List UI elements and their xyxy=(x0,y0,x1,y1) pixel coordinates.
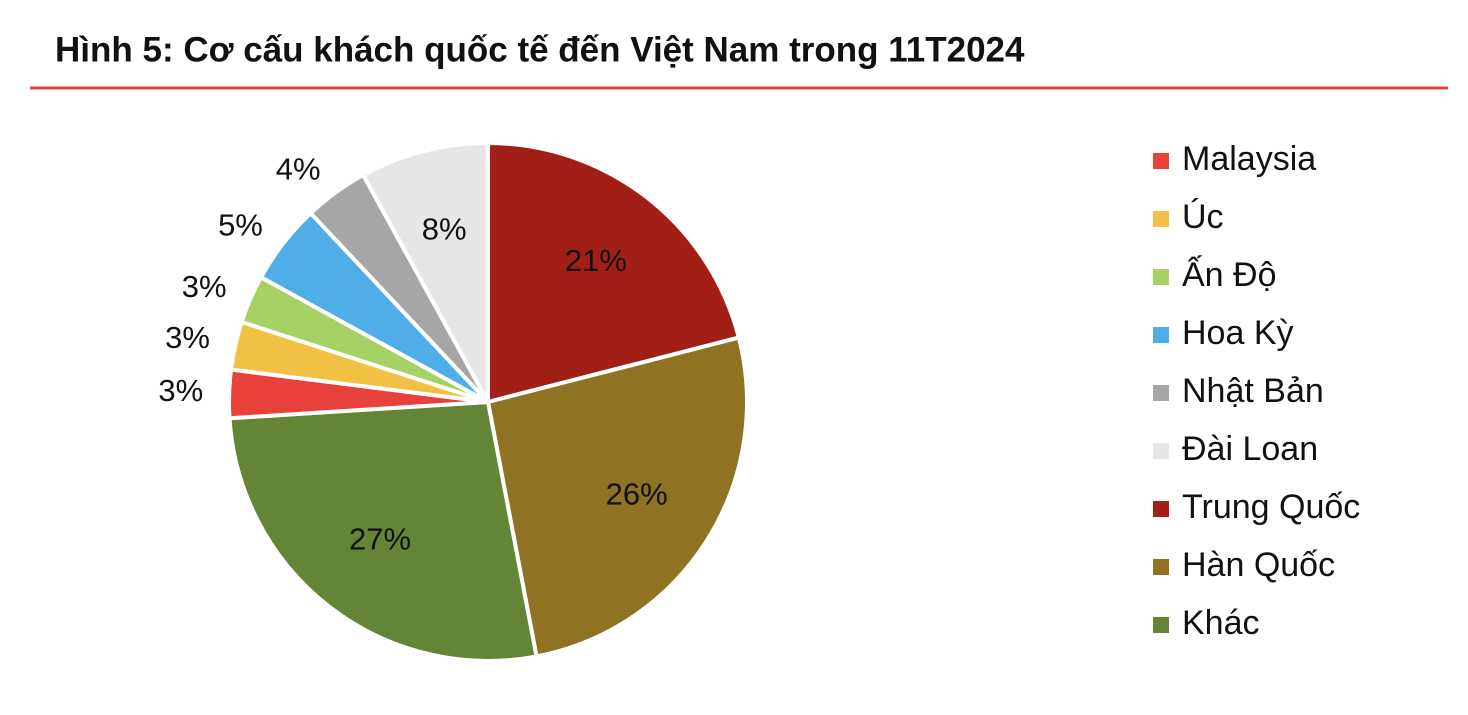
legend-label: Hoa Kỳ xyxy=(1182,314,1294,352)
data-label: 21% xyxy=(565,243,627,278)
legend-swatch xyxy=(1153,501,1169,517)
legend-swatch xyxy=(1153,559,1169,575)
pie-slice xyxy=(486,140,742,405)
data-label: 8% xyxy=(422,212,467,247)
legend-label: Trung Quốc xyxy=(1182,488,1360,526)
data-label: 3% xyxy=(165,320,210,355)
data-label: 5% xyxy=(218,208,263,243)
data-label: 4% xyxy=(276,152,321,187)
pie-slice xyxy=(485,335,749,659)
legend-label: Malaysia xyxy=(1182,140,1316,178)
data-label: 26% xyxy=(606,477,668,512)
legend-label: Úc xyxy=(1182,198,1224,236)
legend-label: Khác xyxy=(1182,604,1260,642)
legend-label: Hàn Quốc xyxy=(1182,546,1335,584)
legend-swatch xyxy=(1153,443,1169,459)
pie-slice xyxy=(360,140,490,403)
legend-swatch xyxy=(1153,269,1169,285)
legend-swatch xyxy=(1153,153,1169,169)
data-label: 27% xyxy=(349,521,411,556)
legend-swatch xyxy=(1153,617,1169,633)
data-label: 3% xyxy=(158,373,203,408)
legend-label: Đài Loan xyxy=(1182,430,1318,468)
legend-swatch xyxy=(1153,211,1169,227)
legend-swatch xyxy=(1153,327,1169,343)
legend-label: Nhật Bản xyxy=(1182,372,1324,410)
data-label: 3% xyxy=(182,269,227,304)
pie-slice xyxy=(227,399,539,663)
chart-title: Hình 5: Cơ cấu khách quốc tế đến Việt Na… xyxy=(55,30,1025,69)
legend-swatch xyxy=(1153,385,1169,401)
legend-label: Ấn Độ xyxy=(1182,256,1277,294)
